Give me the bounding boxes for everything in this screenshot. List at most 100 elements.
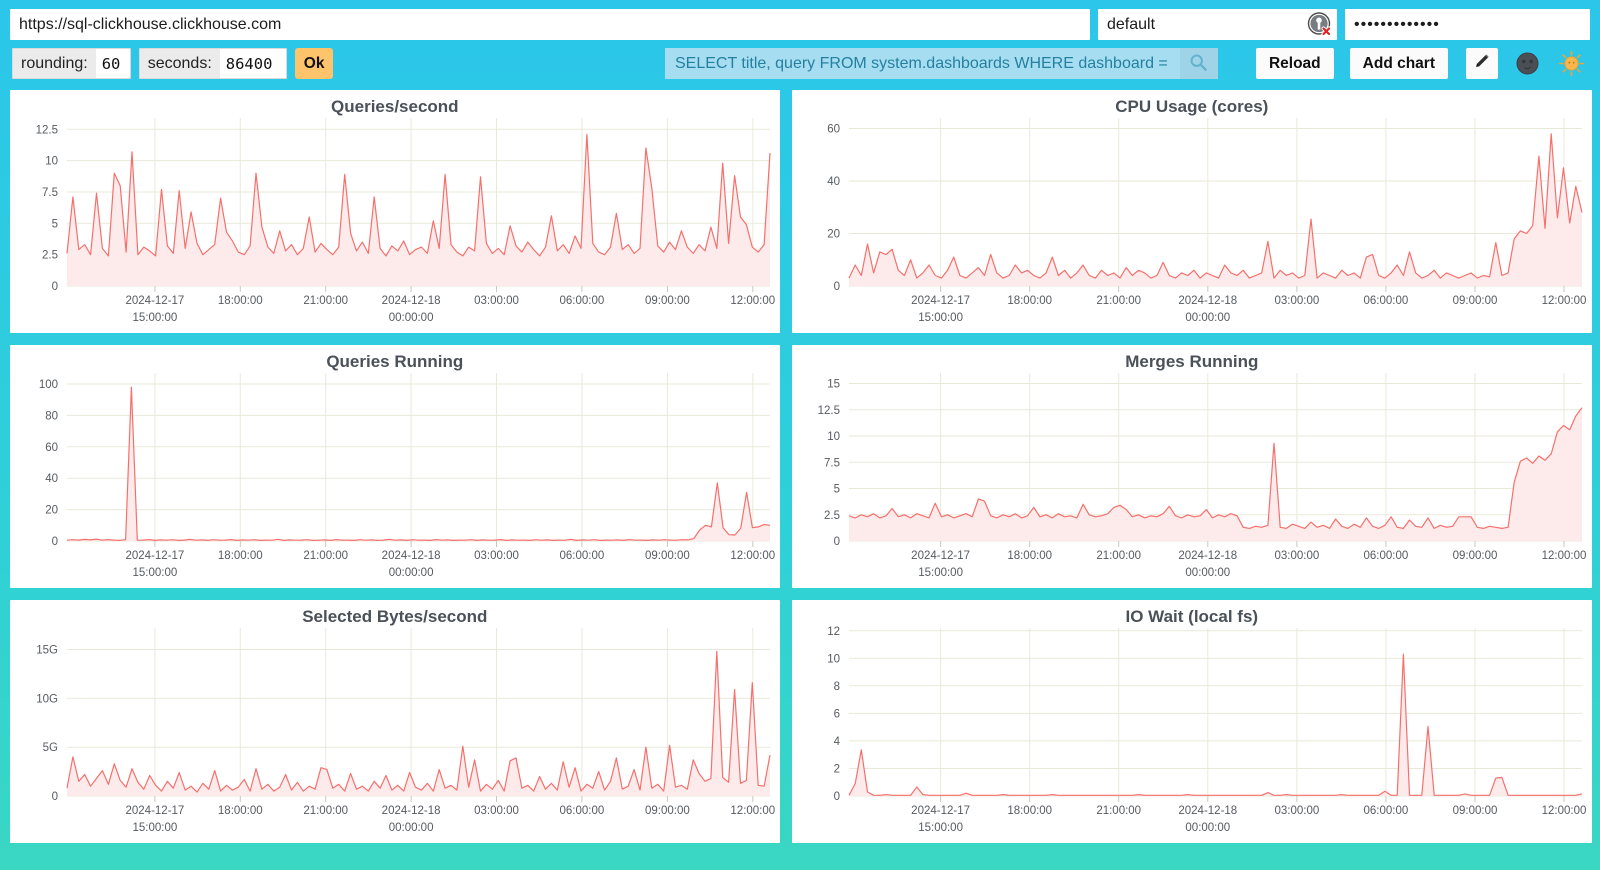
svg-text:03:00:00: 03:00:00 [1274, 550, 1319, 562]
svg-text:20: 20 [45, 505, 58, 517]
chart-plot-area[interactable]: 0 2.5 5 7.5 10 12.5 15 2024-12-17 15:00:00 18:00:… [792, 345, 1592, 588]
svg-text:2024-12-18: 2024-12-18 [382, 550, 441, 562]
search-button[interactable] [1179, 48, 1218, 79]
svg-text:18:00:00: 18:00:00 [218, 295, 263, 307]
svg-text:10: 10 [45, 156, 58, 168]
svg-text:60: 60 [45, 442, 58, 454]
svg-text:12:00:00: 12:00:00 [1541, 805, 1586, 817]
svg-text:06:00:00: 06:00:00 [560, 295, 605, 307]
svg-text:2024-12-17: 2024-12-17 [911, 550, 970, 562]
svg-text:8: 8 [833, 681, 839, 693]
seconds-param-group: seconds: [138, 48, 287, 79]
svg-text:00:00:00: 00:00:00 [389, 822, 434, 834]
edit-button[interactable] [1466, 48, 1498, 79]
rounding-input[interactable] [95, 49, 130, 78]
chart-plot-area[interactable]: 0 20 40 60 2024-12-17 15:00:00 18:00:00 21:00:0… [792, 90, 1592, 333]
svg-text:2024-12-17: 2024-12-17 [911, 805, 970, 817]
light-theme-toggle[interactable] [1558, 50, 1584, 77]
svg-text:5G: 5G [43, 742, 58, 754]
svg-text:7.5: 7.5 [824, 457, 840, 469]
svg-text:18:00:00: 18:00:00 [218, 550, 263, 562]
svg-text:15:00:00: 15:00:00 [918, 567, 963, 579]
chart-card-queries-per-second: Queries/second 0 2.5 5 7.5 10 12.5 2024-12-17 1… [10, 90, 780, 333]
chart-plot-area[interactable]: 0 20 40 60 80 100 2024-12-17 15:00:00 18:00:00 21… [10, 345, 780, 588]
server-url-input[interactable] [10, 9, 1090, 40]
svg-text:09:00:00: 09:00:00 [1452, 805, 1497, 817]
svg-text:12:00:00: 12:00:00 [730, 805, 775, 817]
moon-face-icon [1515, 52, 1540, 79]
svg-text:2: 2 [833, 764, 839, 776]
chart-card-cpu-usage: CPU Usage (cores) 0 20 40 60 2024-12-17 15:00… [791, 90, 1592, 333]
svg-text:15:00:00: 15:00:00 [918, 822, 963, 834]
svg-text:09:00:00: 09:00:00 [645, 805, 690, 817]
search-icon [1188, 52, 1209, 76]
chart-plot-area[interactable]: 0 2 4 6 8 10 12 2024-12-17 15:00:00 18:00:00 21:00… [792, 600, 1592, 843]
dashboard-grid: Queries/second 0 2.5 5 7.5 10 12.5 2024-12-17 1… [0, 79, 1600, 843]
password-manager-icon[interactable] [1306, 11, 1333, 38]
svg-text:6: 6 [833, 708, 839, 720]
svg-text:2024-12-18: 2024-12-18 [1178, 295, 1237, 307]
svg-text:06:00:00: 06:00:00 [560, 805, 605, 817]
svg-text:06:00:00: 06:00:00 [1363, 550, 1408, 562]
svg-text:18:00:00: 18:00:00 [218, 805, 263, 817]
dark-theme-toggle[interactable] [1514, 51, 1540, 77]
svg-text:0: 0 [52, 281, 58, 293]
svg-text:5: 5 [52, 218, 58, 230]
svg-text:15:00:00: 15:00:00 [918, 312, 963, 324]
chart-card-io-wait: IO Wait (local fs) 0 2 4 6 8 10 12 2024-12-17 15… [791, 600, 1592, 843]
svg-text:21:00:00: 21:00:00 [303, 805, 348, 817]
dashboard-query-group [664, 48, 1218, 79]
svg-text:0: 0 [833, 536, 839, 548]
seconds-input[interactable] [219, 49, 286, 78]
svg-text:06:00:00: 06:00:00 [1363, 295, 1408, 307]
svg-text:5: 5 [833, 484, 839, 496]
svg-text:00:00:00: 00:00:00 [389, 312, 434, 324]
connection-bar [0, 0, 1600, 40]
svg-text:12.5: 12.5 [817, 405, 839, 417]
rounding-param-group: rounding: [12, 48, 131, 79]
svg-text:15:00:00: 15:00:00 [133, 567, 178, 579]
chart-plot-area[interactable]: 0 2.5 5 7.5 10 12.5 2024-12-17 15:00:00 18:00:00… [10, 90, 780, 333]
svg-text:40: 40 [827, 176, 840, 188]
svg-text:10G: 10G [36, 693, 58, 705]
svg-text:03:00:00: 03:00:00 [1274, 295, 1319, 307]
chart-card-selected-bytes: Selected Bytes/second 0 5G 10G 15G 2024-12-1… [10, 600, 780, 843]
svg-text:21:00:00: 21:00:00 [303, 295, 348, 307]
reload-button[interactable]: Reload [1255, 48, 1334, 79]
svg-text:09:00:00: 09:00:00 [645, 295, 690, 307]
svg-text:100: 100 [39, 379, 58, 391]
svg-text:09:00:00: 09:00:00 [1452, 295, 1497, 307]
svg-text:12:00:00: 12:00:00 [730, 295, 775, 307]
svg-text:21:00:00: 21:00:00 [1096, 550, 1141, 562]
svg-text:10: 10 [827, 431, 840, 443]
svg-text:2024-12-17: 2024-12-17 [125, 805, 184, 817]
password-input[interactable] [1345, 9, 1590, 40]
dashboard-query-input[interactable] [664, 48, 1180, 79]
svg-text:2024-12-18: 2024-12-18 [382, 295, 441, 307]
svg-text:80: 80 [45, 410, 58, 422]
svg-text:40: 40 [45, 473, 58, 485]
svg-text:03:00:00: 03:00:00 [474, 550, 519, 562]
svg-text:18:00:00: 18:00:00 [1007, 550, 1052, 562]
seconds-label: seconds: [139, 49, 220, 78]
svg-text:12:00:00: 12:00:00 [1541, 550, 1586, 562]
chart-card-queries-running: Queries Running 0 20 40 60 80 100 2024-12-17 15… [10, 345, 780, 588]
ok-button[interactable]: Ok [294, 48, 334, 79]
svg-text:06:00:00: 06:00:00 [1363, 805, 1408, 817]
svg-text:09:00:00: 09:00:00 [1452, 550, 1497, 562]
svg-text:03:00:00: 03:00:00 [474, 805, 519, 817]
chart-plot-area[interactable]: 0 5G 10G 15G 2024-12-17 15:00:00 18:00:00 21:00… [10, 600, 780, 843]
svg-text:0: 0 [52, 536, 58, 548]
svg-text:2024-12-18: 2024-12-18 [1178, 805, 1237, 817]
svg-text:12.5: 12.5 [36, 124, 58, 136]
controls-bar: rounding: seconds: Ok Reload Add chart [0, 48, 1600, 79]
svg-text:2024-12-18: 2024-12-18 [1178, 550, 1237, 562]
svg-text:2024-12-17: 2024-12-17 [125, 550, 184, 562]
svg-text:2.5: 2.5 [824, 510, 840, 522]
username-input[interactable] [1098, 9, 1337, 40]
add-chart-button[interactable]: Add chart [1349, 48, 1448, 79]
svg-text:10: 10 [827, 653, 840, 665]
pencil-icon [1473, 52, 1491, 75]
svg-text:21:00:00: 21:00:00 [1096, 295, 1141, 307]
svg-text:60: 60 [827, 124, 840, 136]
